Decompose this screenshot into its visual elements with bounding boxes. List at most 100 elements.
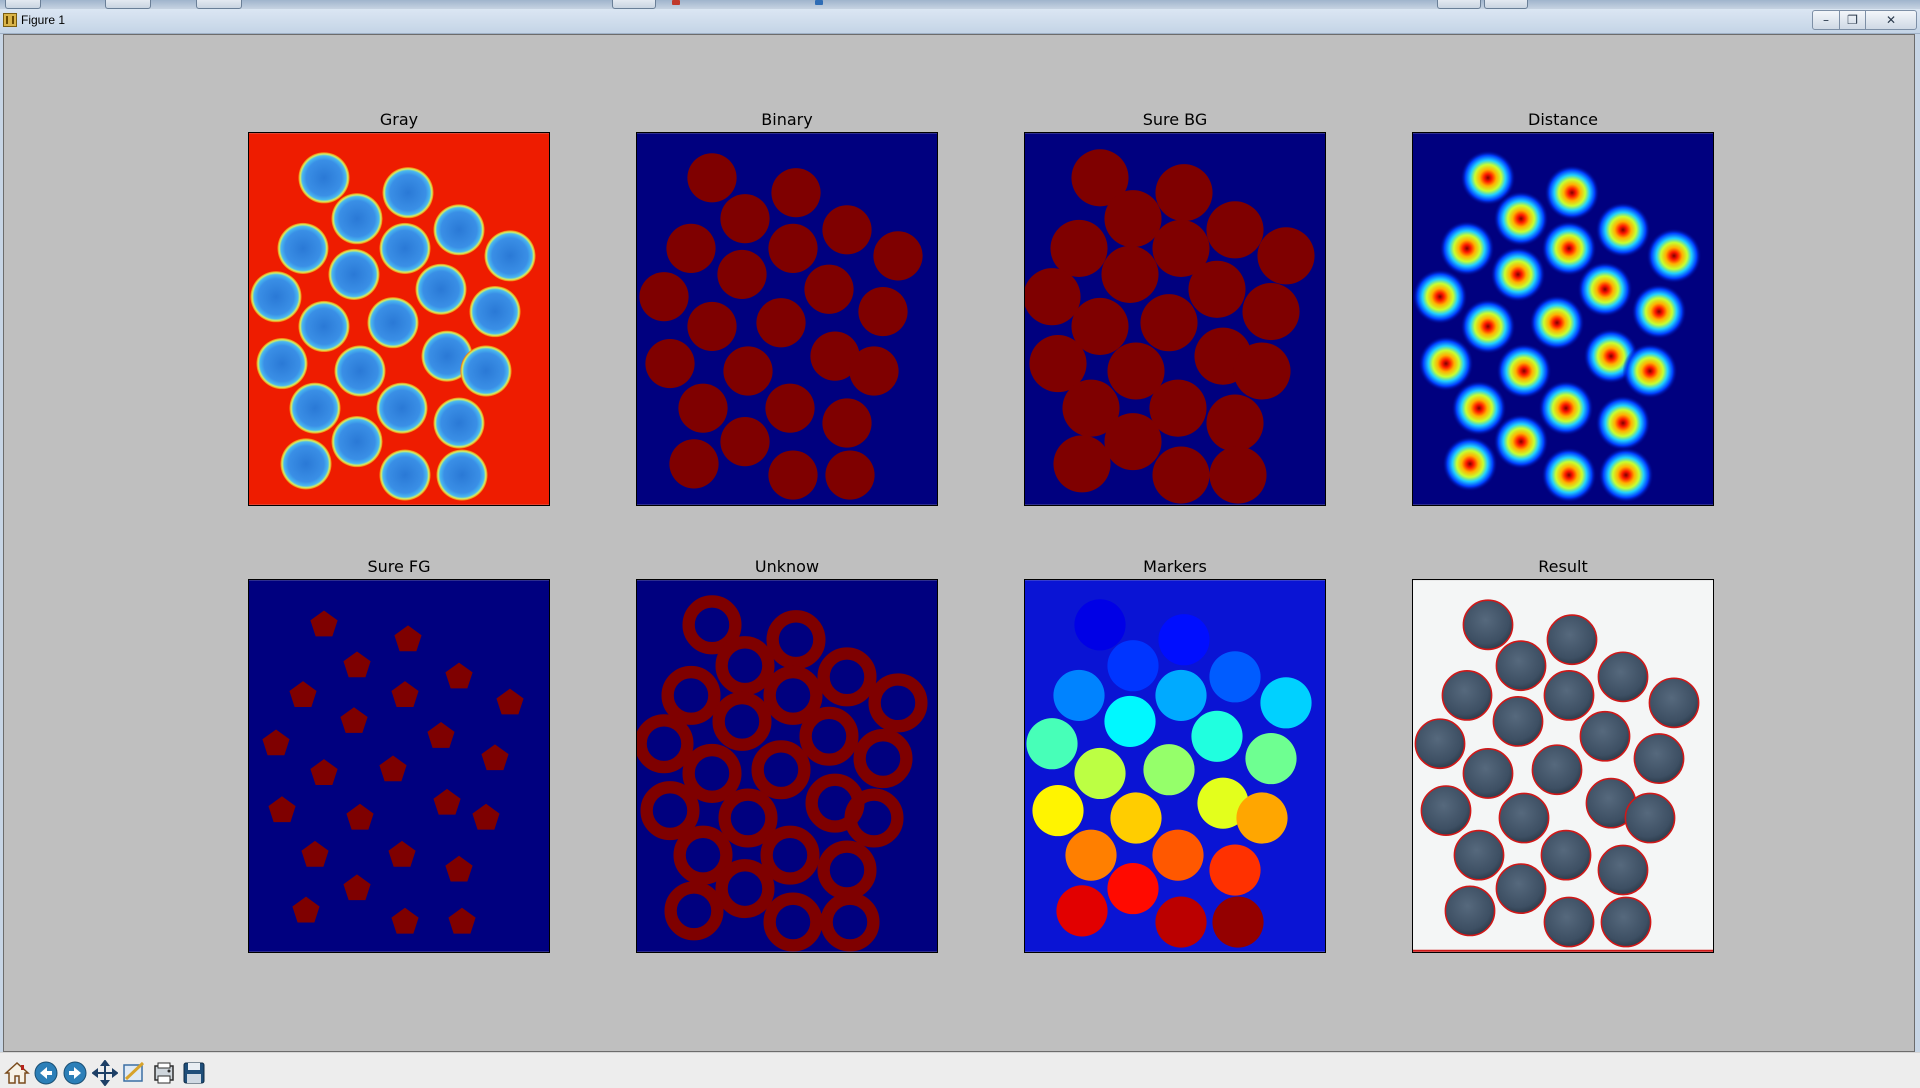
subplot-title: Result — [1538, 557, 1588, 576]
unknown-ring — [820, 892, 880, 952]
subplot-markers[interactable]: Markers — [1024, 557, 1326, 953]
subplot-distance[interactable]: Distance — [1412, 110, 1714, 506]
coin-mask — [666, 223, 716, 274]
taskbar-button[interactable] — [612, 0, 656, 9]
foreground-blob — [433, 788, 461, 815]
segmented-coin — [1531, 744, 1583, 796]
coin — [376, 382, 428, 434]
dilated-mask — [1206, 394, 1264, 452]
unknown-ring — [853, 729, 913, 789]
figure-canvas[interactable]: Gray Binary Sure BG Distance Sure FG Unknow Ma… — [3, 34, 1915, 1052]
unknown-ring — [868, 673, 928, 733]
segmented-coin — [1579, 710, 1631, 762]
save-icon — [183, 1062, 205, 1084]
dilated-mask — [1050, 219, 1108, 277]
dilated-mask — [1071, 149, 1129, 207]
foreground-blob — [388, 840, 416, 867]
distance-peak — [1646, 228, 1702, 284]
marker-region — [1143, 744, 1195, 796]
maximize-button[interactable]: ❐ — [1839, 10, 1866, 30]
segmented-coin — [1624, 792, 1676, 844]
maximize-icon: ❐ — [1847, 13, 1858, 27]
subplot-image-surefg — [248, 579, 550, 953]
segmented-coin — [1543, 896, 1595, 948]
coin-mask — [687, 301, 737, 352]
coin — [421, 330, 473, 382]
foreground-blob — [292, 896, 320, 923]
forward-button[interactable] — [61, 1059, 89, 1087]
window-border — [1915, 34, 1920, 1052]
minimize-button[interactable]: – — [1812, 10, 1840, 30]
configure-subplots-button[interactable] — [150, 1059, 178, 1087]
taskbar-start-button[interactable] — [5, 0, 41, 9]
segmented-coin — [1495, 640, 1547, 692]
segmented-coin — [1495, 863, 1547, 914]
distance-peak — [1418, 336, 1474, 392]
foreground-blob — [394, 625, 422, 652]
foreground-blob — [262, 729, 290, 756]
subplot-binary[interactable]: Binary — [636, 110, 938, 506]
marker-region — [1236, 792, 1288, 844]
coin — [433, 397, 485, 449]
subplot-image-unknown — [636, 579, 938, 953]
segmented-coin — [1600, 896, 1652, 948]
foreground-blob — [445, 662, 473, 689]
subplot-unknown[interactable]: Unknow — [636, 557, 938, 953]
subplot-title: Binary — [761, 110, 813, 129]
subplot-image-surebg — [1024, 132, 1326, 506]
unknown-ring — [817, 647, 877, 707]
foreground-blob — [496, 688, 524, 715]
coin — [415, 263, 467, 315]
dilated-mask — [1101, 245, 1159, 303]
marker-region — [1260, 677, 1312, 729]
taskbar-button[interactable] — [1484, 0, 1528, 9]
taskbar-icon[interactable] — [672, 0, 680, 5]
pan-button[interactable] — [91, 1059, 119, 1087]
save-button[interactable] — [180, 1059, 208, 1087]
taskbar-button[interactable] — [105, 0, 151, 9]
segmented-coin — [1462, 599, 1514, 651]
coin — [379, 449, 431, 501]
coin — [250, 271, 302, 323]
segmented-coin — [1420, 785, 1472, 836]
foreground-blob — [391, 681, 419, 707]
navigation-toolbar — [0, 1052, 1920, 1088]
distance-peak — [1460, 150, 1516, 206]
subplot-result[interactable]: Result — [1412, 557, 1714, 953]
pan-icon — [92, 1060, 118, 1086]
distance-peak — [1622, 343, 1678, 399]
coin-mask — [720, 417, 770, 467]
distance-peak — [1493, 414, 1549, 470]
subplot-title: Gray — [379, 110, 419, 129]
window-title: Figure 1 — [21, 13, 66, 27]
marker-region — [1209, 651, 1261, 703]
back-button[interactable] — [32, 1059, 60, 1087]
dilated-mask — [1257, 227, 1315, 285]
home-button[interactable] — [3, 1059, 31, 1087]
coin — [328, 248, 380, 301]
coin-mask — [822, 205, 872, 255]
zoom-button[interactable] — [120, 1059, 148, 1087]
close-button[interactable]: ✕ — [1865, 10, 1917, 30]
segmented-coin — [1540, 829, 1592, 881]
foreground-blob — [343, 874, 371, 901]
subplot-surebg[interactable]: Sure BG — [1024, 110, 1326, 506]
subplot-surefg[interactable]: Sure FG — [248, 557, 550, 953]
taskbar-button[interactable] — [1437, 0, 1481, 9]
coin — [367, 297, 419, 349]
taskbar-button[interactable] — [196, 0, 242, 9]
coin-mask — [768, 223, 818, 274]
segmented-coin — [1597, 651, 1649, 703]
unknown-ring — [673, 825, 733, 885]
coin-mask — [717, 249, 767, 300]
coin — [298, 300, 350, 353]
subplot-gray[interactable]: Gray — [248, 110, 550, 506]
unknown-ring — [712, 691, 772, 751]
unknown-ring — [661, 665, 721, 725]
taskbar-icon[interactable] — [815, 0, 823, 5]
distance-peak — [1595, 395, 1651, 451]
coin-mask — [822, 398, 872, 448]
dilated-mask — [1029, 335, 1087, 393]
title-bar: Figure 1 – ❐ ✕ — [0, 9, 1920, 34]
